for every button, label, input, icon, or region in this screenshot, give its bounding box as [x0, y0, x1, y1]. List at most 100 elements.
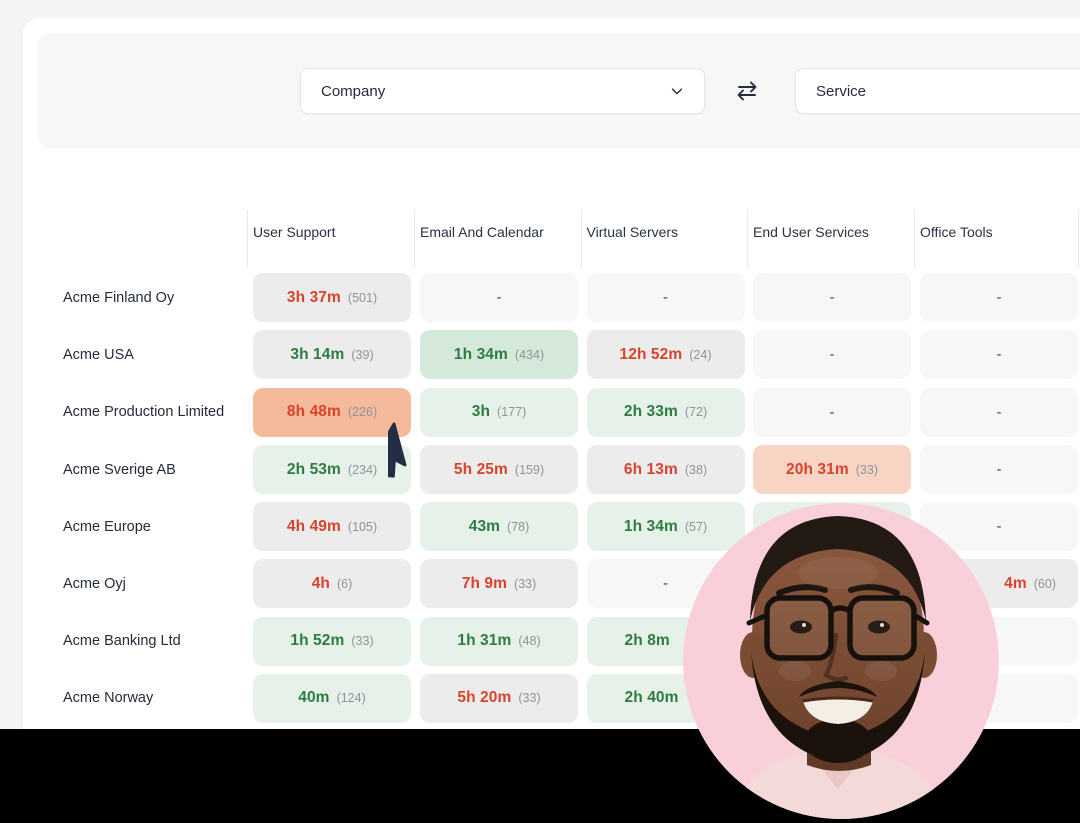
column-header-email-and-calendar: Email And Calendar — [420, 224, 544, 240]
matrix-cell[interactable]: 40m (124) — [253, 673, 411, 723]
column-header-virtual-servers: Virtual Servers — [586, 224, 679, 240]
matrix-cell[interactable]: - — [920, 330, 1078, 379]
service-select[interactable]: Service — [795, 68, 1080, 114]
cell-count: (33) — [351, 634, 374, 648]
cell-count: (38) — [684, 462, 708, 477]
cell-count: (105) — [347, 519, 378, 534]
header-divider — [914, 210, 915, 268]
cell-count: (33) — [518, 691, 541, 705]
company-select[interactable]: Company — [300, 68, 705, 114]
matrix-cell[interactable]: 2h 33m (72) — [586, 387, 745, 437]
cell-count: (57) — [684, 519, 708, 534]
cell-value: 1h 52m — [290, 632, 345, 649]
matrix-cell[interactable]: 43m (78) — [420, 502, 578, 551]
matrix-cell[interactable]: 5h 25m (159) — [420, 445, 578, 494]
cell-count: (24) — [689, 347, 712, 362]
row-label-company: Acme Production Limited — [63, 404, 225, 420]
cell-value: 2h 53m — [286, 460, 341, 478]
matrix-cell[interactable]: 3h (177) — [420, 387, 578, 437]
profile-photo — [683, 503, 999, 819]
cell-count: (60) — [1033, 576, 1056, 591]
row-label-company: Acme Oyj — [63, 575, 126, 592]
row-label-company: Acme USA — [63, 346, 134, 363]
cell-value: - — [829, 289, 835, 306]
cell-count: (177) — [497, 405, 527, 419]
matrix-cell[interactable]: 1h 31m (48) — [420, 616, 578, 666]
cell-value: 12h 52m — [619, 345, 683, 363]
matrix-cell[interactable]: 4h 49m (105) — [253, 502, 411, 551]
cell-count: (33) — [514, 576, 537, 591]
cell-count: (78) — [507, 519, 530, 534]
cell-value: 4h 49m — [286, 517, 341, 535]
matrix-cell[interactable]: 20h 31m (33) — [753, 445, 911, 494]
cell-value: 43m — [468, 517, 501, 535]
matrix-cell[interactable]: - — [420, 273, 578, 322]
cell-count: (226) — [347, 405, 378, 419]
cell-count: (159) — [514, 462, 545, 477]
cell-value: - — [496, 289, 502, 306]
matrix-cell[interactable]: 12h 52m (24) — [586, 330, 745, 379]
cell-count: (72) — [684, 405, 708, 419]
header-divider — [580, 210, 582, 268]
cell-count: (434) — [514, 347, 545, 362]
cell-value: - — [996, 518, 1002, 535]
cell-value: - — [996, 346, 1002, 363]
service-select-value: Service — [816, 82, 867, 100]
matrix-cell[interactable]: 2h 53m (234) — [253, 445, 411, 494]
cell-value: 4h — [311, 574, 330, 592]
axis-toolbar: Company Service — [38, 33, 1080, 148]
matrix-cell[interactable]: 8h 48m (226) — [253, 387, 411, 437]
swap-axes-button[interactable] — [732, 77, 762, 105]
matrix-cell[interactable]: 7h 9m (33) — [420, 559, 578, 608]
column-header-end-user-services: End User Services — [753, 224, 869, 240]
matrix-cell[interactable]: - — [753, 330, 911, 379]
header-divider — [747, 210, 748, 268]
matrix-cell[interactable]: 3h 14m (39) — [253, 330, 411, 379]
matrix-cell[interactable]: - — [920, 273, 1078, 322]
cell-count: (501) — [347, 290, 378, 305]
cell-value: 2h 33m — [623, 403, 678, 420]
row-label-company: Acme Banking Ltd — [63, 633, 181, 649]
cell-value: 5h 20m — [457, 689, 512, 706]
cell-value: - — [996, 461, 1002, 478]
matrix-cell[interactable]: 4h (6) — [253, 559, 411, 608]
cell-value: 2h 40m — [624, 689, 679, 706]
cell-value: 3h 37m — [286, 288, 341, 306]
chevron-down-icon — [668, 82, 686, 100]
matrix-cell[interactable]: 5h 20m (33) — [420, 673, 578, 723]
row-label-company: Acme Sverige AB — [63, 461, 176, 478]
cell-value: - — [829, 346, 835, 363]
cell-count: (234) — [347, 462, 378, 477]
cell-value: 4m — [1004, 574, 1027, 592]
cell-count: (39) — [351, 347, 374, 362]
cell-value: 6h 13m — [623, 460, 678, 478]
cell-value: - — [662, 575, 669, 592]
matrix-cell[interactable]: - — [920, 502, 1078, 551]
matrix-cell[interactable]: 1h 52m (33) — [253, 616, 411, 666]
matrix-cell[interactable]: 1h 34m (434) — [420, 330, 578, 379]
row-label-company: Acme Europe — [63, 518, 151, 535]
matrix-cell[interactable]: - — [920, 387, 1078, 437]
company-select-value: Company — [321, 82, 386, 100]
matrix-cell[interactable]: 3h 37m (501) — [253, 273, 411, 322]
cell-value: 1h 34m — [623, 517, 678, 535]
matrix-cell[interactable]: - — [920, 445, 1078, 494]
cell-count: (124) — [336, 691, 366, 705]
matrix-cell[interactable]: - — [753, 273, 911, 322]
cell-count: (33) — [855, 462, 878, 477]
matrix-cell[interactable]: - — [753, 387, 911, 437]
cell-value: 20h 31m — [786, 460, 849, 478]
matrix-cell[interactable]: 6h 13m (38) — [586, 445, 745, 494]
row-label-company: Acme Norway — [63, 690, 154, 706]
header-divider — [247, 210, 248, 268]
cell-value: 8h 48m — [286, 403, 341, 420]
matrix-cell[interactable]: - — [586, 273, 745, 322]
cell-value: - — [829, 403, 835, 421]
cell-value: 7h 9m — [461, 574, 508, 592]
cell-value: 2h 8m — [624, 632, 670, 649]
matrix-cell[interactable]: 1h 34m (57) — [586, 502, 745, 551]
cell-value: 40m — [298, 689, 330, 706]
glasses-icon — [764, 595, 834, 661]
swap-horizontal-icon — [734, 79, 760, 103]
